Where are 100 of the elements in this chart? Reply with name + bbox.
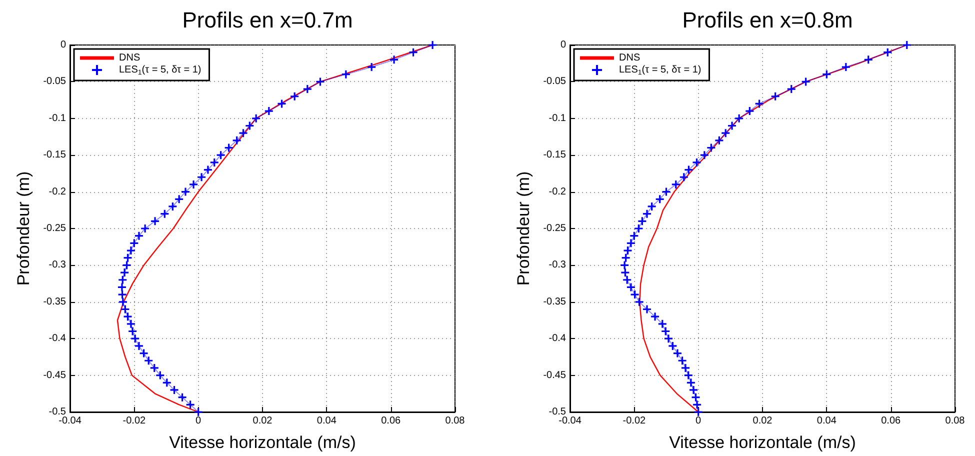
y-tick-label: -0.25 [43, 223, 66, 234]
point [715, 136, 724, 144]
y-tick-label: -0.4 [548, 333, 566, 344]
point [728, 122, 736, 130]
point [694, 408, 702, 416]
point [648, 202, 656, 210]
x-tick-label: 0.02 [252, 416, 273, 426]
point [151, 217, 160, 226]
y-tick-label: -0.15 [43, 150, 66, 161]
point [621, 268, 630, 277]
legend-label: DNS [119, 52, 140, 64]
chart-title: Profils en x=0.8m [682, 8, 853, 32]
point [638, 217, 646, 226]
point [626, 283, 635, 292]
point [128, 327, 137, 336]
y-tick-label: -0.25 [543, 223, 566, 234]
point [864, 56, 872, 64]
point [635, 298, 644, 306]
y-tick-label: -0.2 [48, 186, 66, 198]
point [126, 320, 135, 328]
point [144, 356, 153, 365]
y-tick-label: -0.05 [43, 76, 66, 88]
y-tick-label: -0.3 [548, 260, 566, 271]
point [141, 224, 150, 232]
point [178, 393, 186, 402]
x-tick-label: -0.02 [622, 416, 646, 426]
point [693, 400, 702, 409]
point [682, 364, 690, 372]
point [316, 78, 324, 86]
point [118, 276, 127, 284]
point [722, 129, 730, 138]
point [623, 276, 632, 284]
point [175, 195, 184, 204]
point [160, 210, 169, 218]
point [771, 92, 780, 100]
point [428, 41, 437, 49]
point [118, 298, 127, 306]
point [684, 371, 692, 380]
x-tick-label: 0.06 [381, 416, 401, 426]
y-axis-title: Profondeur (m) [514, 171, 533, 286]
point [124, 254, 132, 262]
x-tick-label: 0.08 [445, 416, 466, 426]
y-tick-label: -0.3 [48, 260, 66, 271]
point [120, 268, 129, 277]
point [755, 100, 764, 108]
x-axis-title: Vitesse horizontale (m/s) [669, 433, 856, 452]
point [239, 129, 248, 138]
point [668, 342, 677, 350]
y-tick-label: -0.5 [48, 406, 66, 418]
x-tick-label: 0.02 [752, 416, 773, 426]
point [264, 107, 273, 116]
point [643, 305, 651, 314]
point [232, 136, 241, 144]
x-tick-label: 0.04 [816, 416, 837, 426]
point [684, 166, 693, 174]
point [656, 195, 664, 204]
point [224, 144, 233, 152]
point [902, 41, 911, 49]
point [122, 261, 131, 270]
point [303, 85, 312, 94]
y-tick-label: -0.4 [48, 333, 66, 344]
point [630, 290, 639, 299]
point [651, 312, 660, 321]
y-tick-label: -0.35 [543, 296, 566, 308]
point [672, 180, 680, 188]
point [662, 188, 670, 196]
point [884, 48, 892, 56]
point [124, 312, 132, 321]
point [686, 378, 695, 387]
point [634, 224, 643, 232]
y-tick-label: -0.2 [548, 186, 566, 198]
x-tick-label: -0.04 [558, 416, 582, 426]
point [118, 283, 126, 292]
point [156, 371, 164, 380]
point [198, 173, 206, 182]
y-tick-label: -0.45 [543, 370, 566, 381]
point [368, 63, 376, 72]
point [630, 232, 638, 240]
point [290, 92, 299, 100]
point [673, 349, 682, 358]
y-tick-label: -0.1 [548, 112, 566, 124]
y-tick-label: -0.1 [48, 112, 66, 124]
point [707, 144, 716, 152]
x-tick-label: -0.04 [58, 416, 82, 426]
point [210, 158, 218, 166]
point [680, 173, 688, 182]
point [787, 85, 796, 94]
y-tick-label: -0.35 [43, 296, 66, 308]
x-tick-label: 0 [696, 416, 702, 426]
point [622, 254, 630, 262]
point [624, 246, 632, 255]
point [170, 386, 178, 394]
point [150, 364, 158, 372]
point [182, 188, 190, 196]
point [390, 56, 398, 64]
legend-label: DNS [619, 52, 640, 64]
point [658, 320, 666, 328]
x-tick-label: -0.02 [122, 416, 146, 426]
point [662, 327, 670, 336]
y-tick-label: -0.15 [543, 150, 566, 161]
